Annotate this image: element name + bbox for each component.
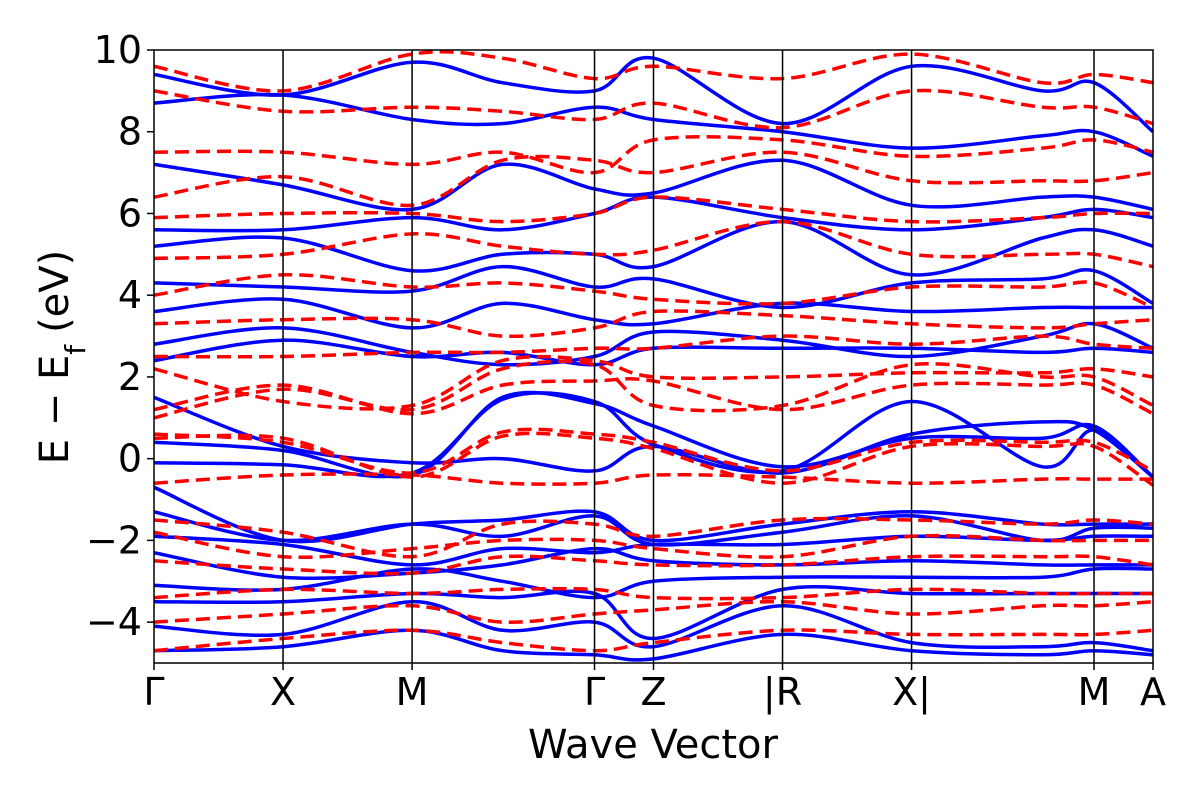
y-tick-label-7: 10 (94, 28, 142, 72)
x-tick-label-6: X| (892, 670, 931, 715)
x-tick-label-7: M (1078, 670, 1111, 714)
y-tick-label-4: 4 (118, 273, 142, 317)
y-tick-label-2: 0 (118, 437, 142, 481)
red-dashed-band-30 (154, 195, 1153, 224)
y-tick-label-6: 8 (118, 110, 142, 154)
y-axis-ticks: −4 −2 0 2 4 6 8 10 (86, 28, 154, 644)
red-dashed-band-26 (154, 334, 1153, 359)
red-dashed-band-31 (154, 150, 1153, 208)
red-dashed-band-36 (154, 530, 1153, 560)
red-dashed-band-38 (154, 586, 1153, 601)
x-tick-label-4: Z (640, 670, 666, 714)
x-axis-ticks: Γ X M Γ Z |R X| M A (143, 663, 1166, 715)
y-tick-label-0: −4 (86, 600, 142, 644)
y-axis-label-subscript: f (59, 344, 92, 355)
red-dashed-band-29 (154, 219, 1153, 269)
y-tick-label-3: 2 (118, 355, 142, 399)
y-axis-label-main: E − E (32, 355, 78, 465)
x-tick-label-8: A (1140, 670, 1166, 714)
x-tick-label-0: Γ (143, 670, 164, 714)
x-tick-label-3: Γ (584, 670, 605, 714)
red-dashed-band-39 (154, 599, 1153, 625)
y-tick-label-5: 6 (118, 191, 142, 235)
red-dashed-band-40 (154, 628, 1153, 653)
x-tick-label-2: M (396, 670, 429, 714)
y-axis-label: E − Ef (eV) (32, 250, 92, 465)
y-axis-label-group: E − Ef (eV) (32, 250, 92, 465)
x-tick-label-1: X (270, 670, 296, 714)
y-tick-label-1: −2 (86, 518, 142, 562)
x-axis-label: Wave Vector (528, 722, 779, 768)
red-dashed-band-22 (154, 472, 1153, 486)
high-symmetry-lines (282, 50, 1095, 663)
red-dashed-band-25 (154, 354, 1153, 411)
red-dashed-band-37 (154, 554, 1153, 576)
red-dashed-band-28 (154, 272, 1153, 310)
x-tick-label-5: |R (763, 670, 802, 715)
y-axis-label-unit: (eV) (32, 250, 78, 333)
blue-solid-band-9 (154, 599, 1153, 653)
